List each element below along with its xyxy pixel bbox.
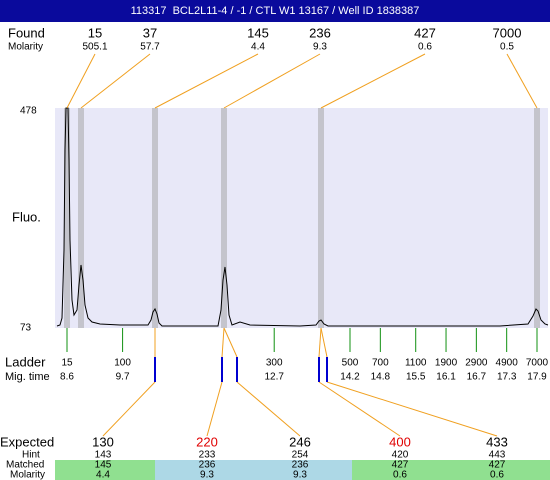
link-lines (102, 327, 498, 437)
molarity-value: 0.6 (490, 470, 504, 480)
matched-cell (260, 460, 352, 480)
header-bar (0, 0, 550, 22)
ladder-size: 500 (342, 358, 359, 369)
hint-value: 420 (392, 450, 409, 461)
peak-band (534, 108, 540, 328)
peak-link (320, 53, 426, 109)
peak-band (318, 108, 324, 328)
found-size: 427 (414, 25, 436, 40)
y-min-label: 73 (20, 323, 32, 334)
found-size: 145 (247, 25, 269, 40)
expected-label: Expected (0, 434, 54, 449)
ladder-size: 4900 (496, 358, 519, 369)
y-axis-label: Fluo. (12, 209, 41, 224)
found-label: Found (8, 25, 45, 40)
found-molarity: 0.6 (418, 42, 432, 53)
matched-label: Matched (6, 460, 44, 471)
found-molarity: 9.3 (313, 42, 327, 53)
peak-band (221, 108, 227, 328)
matched-value: 145 (95, 460, 112, 471)
peak-band (152, 108, 158, 328)
hint-value: 443 (489, 450, 506, 461)
expected-value: 400 (389, 434, 411, 449)
matched-value: 427 (489, 460, 506, 471)
ladder-time: 16.7 (467, 372, 487, 383)
found-molarity: 57.7 (140, 42, 160, 53)
hint-label: Hint (22, 450, 40, 461)
ladder-time: 9.7 (116, 372, 130, 383)
peak-link (66, 53, 96, 109)
found-size: 236 (309, 25, 331, 40)
molarity-label: Molarity (10, 470, 45, 480)
matched-value: 236 (292, 460, 309, 471)
ladder-label: Ladder (5, 354, 46, 369)
y-max-label: 478 (20, 106, 37, 117)
matched-markers (154, 357, 328, 382)
peak-link (506, 53, 538, 109)
ladder-size: 1900 (435, 358, 458, 369)
ladder-time: 8.6 (60, 372, 74, 383)
ladder-size: 2900 (465, 358, 488, 369)
found-molarity: 505.1 (82, 42, 107, 53)
expected-value: 433 (486, 434, 508, 449)
expected-value: 220 (196, 434, 218, 449)
found-molarity-label: Molarity (8, 42, 43, 53)
ladder-size: 700 (372, 358, 389, 369)
matched-cell (55, 460, 155, 480)
ladder-size: 7000 (526, 358, 549, 369)
expected-value: 130 (92, 434, 114, 449)
ladder-time: 17.9 (527, 372, 547, 383)
peak-link (80, 53, 151, 109)
molarity-value: 0.6 (393, 470, 407, 480)
molarity-value: 9.3 (200, 470, 214, 480)
ladder-size: 15 (61, 358, 73, 369)
peak-band (78, 108, 84, 328)
peak-band (64, 108, 70, 328)
header-title: 113317 BCL2L11-4 / -1 / CTL W1 13167 / W… (131, 5, 420, 17)
expected-value: 246 (289, 434, 311, 449)
molarity-value: 9.3 (293, 470, 307, 480)
found-size: 7000 (493, 25, 522, 40)
hint-value: 254 (292, 450, 309, 461)
found-size: 37 (143, 25, 157, 40)
hint-value: 233 (199, 450, 216, 461)
plot-area (55, 108, 548, 328)
found-size: 15 (88, 25, 102, 40)
ladder-time: 12.7 (264, 372, 284, 383)
ladder-size: 1100 (405, 358, 427, 369)
peak-link (154, 53, 259, 109)
matched-cell (450, 460, 550, 480)
trace (56, 107, 549, 327)
ladder-time: 17.3 (497, 372, 517, 383)
found-molarity: 0.5 (500, 42, 514, 53)
found-molarity: 4.4 (251, 42, 265, 53)
peak-link (223, 53, 321, 109)
matched-cell (352, 460, 450, 480)
ladder-time: 14.8 (371, 372, 391, 383)
matched-value: 236 (199, 460, 216, 471)
ladder-size: 300 (266, 358, 283, 369)
hint-value: 143 (95, 450, 112, 461)
ladder-time: 15.5 (406, 372, 426, 383)
mig-time-label: Mig. time (5, 371, 50, 383)
molarity-value: 4.4 (96, 470, 110, 480)
ladder-size: 100 (114, 358, 131, 369)
matched-cell (155, 460, 260, 480)
ladder-time: 16.1 (436, 372, 456, 383)
matched-value: 427 (392, 460, 409, 471)
ladder-time: 14.2 (340, 372, 360, 383)
